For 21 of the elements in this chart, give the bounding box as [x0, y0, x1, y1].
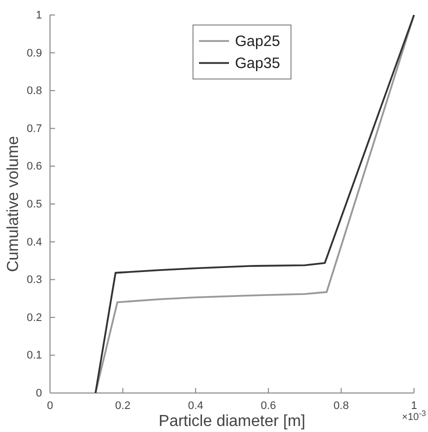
- legend-label: Gap25: [235, 33, 280, 50]
- x-tick-label: 0.4: [188, 400, 204, 412]
- y-axis-title: Cumulative volume: [5, 136, 22, 272]
- x-tick-label: 0.8: [334, 400, 349, 412]
- y-tick-label: 0.4: [26, 236, 42, 248]
- y-tick-label: 0.3: [26, 274, 42, 286]
- y-tick-label: 0.8: [26, 85, 42, 98]
- x-axis-title: Particle diameter [m]: [158, 413, 306, 430]
- y-tick-label: 0.5: [26, 198, 42, 211]
- legend-label: Gap35: [235, 55, 280, 72]
- y-tick-label: 0: [36, 388, 42, 400]
- y-tick-label: 1: [36, 10, 42, 22]
- y-tick-label: 0.7: [26, 122, 42, 135]
- line-series: [94, 14, 415, 394]
- y-tick-label: 0.2: [26, 312, 42, 324]
- x-tick-label: 0.2: [115, 400, 130, 412]
- y-tick-label: 0.9: [26, 47, 42, 60]
- y-tick-label: 0.1: [26, 350, 42, 362]
- x-tick-label: 0.6: [260, 400, 276, 412]
- y-tick-label: 0.6: [26, 160, 42, 173]
- x-tick-label: 0: [46, 400, 54, 412]
